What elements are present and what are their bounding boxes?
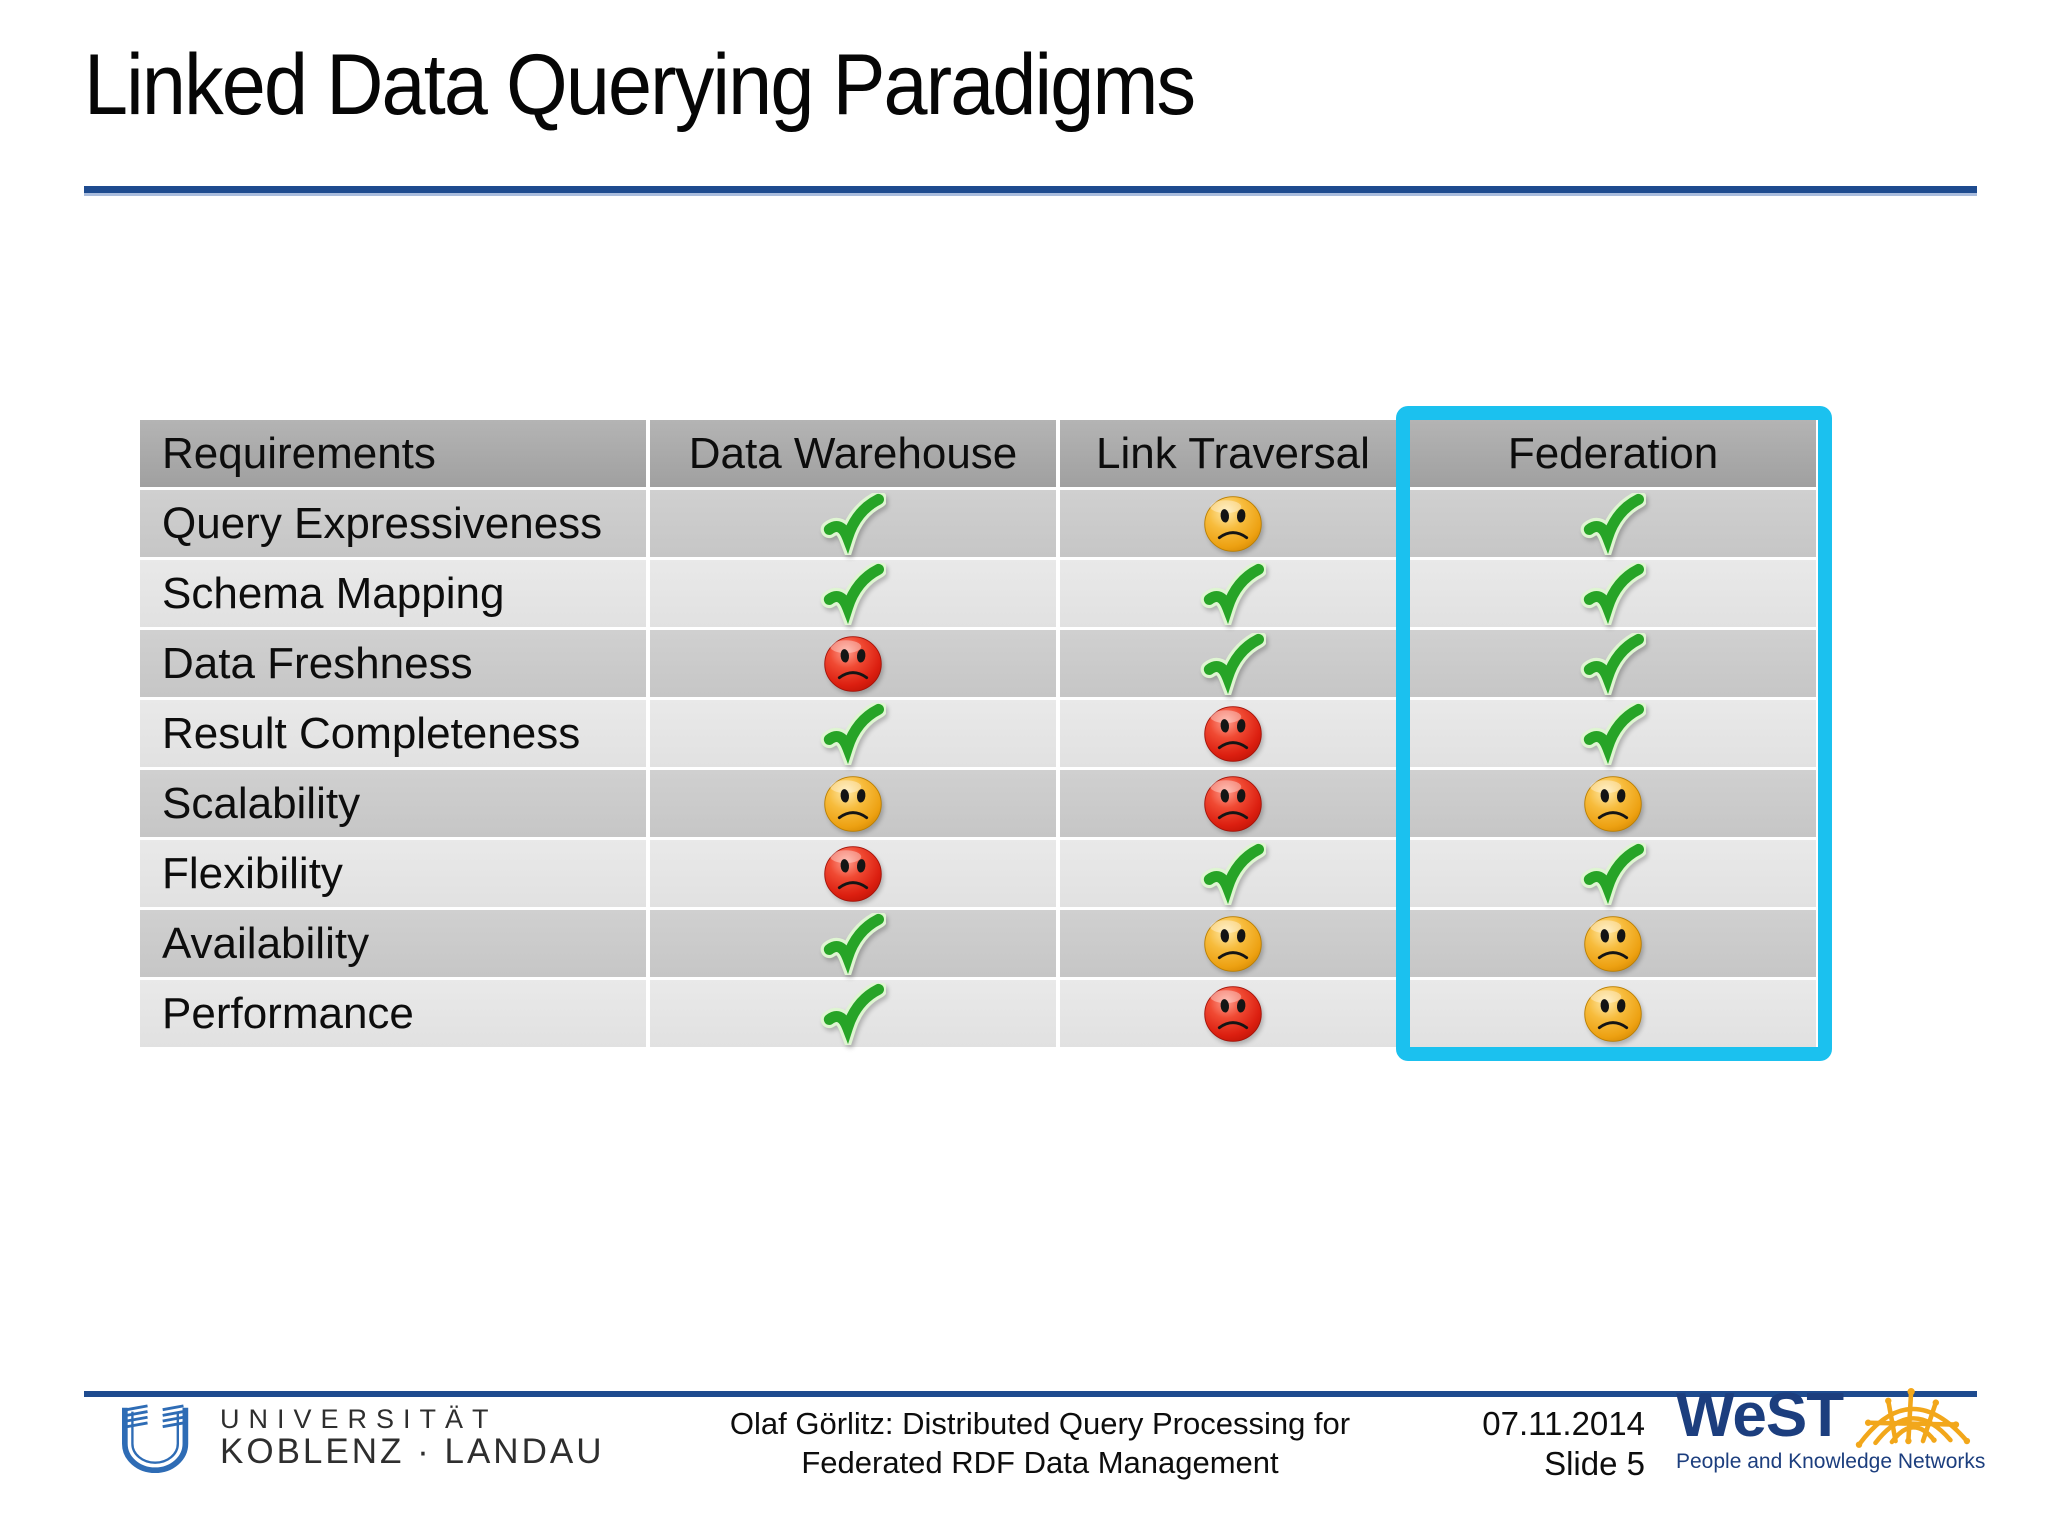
check-icon <box>820 982 886 1045</box>
slide-number: Slide 5 <box>1544 1445 1645 1482</box>
sad-face-yellow-icon <box>1204 495 1262 552</box>
check-icon <box>1200 842 1266 905</box>
table-cell-scalability-data-warehouse <box>650 770 1056 837</box>
sad-face-yellow-icon <box>1584 775 1642 832</box>
table-cell-scalability-federation <box>1410 770 1816 837</box>
check-icon <box>1580 632 1646 695</box>
table-cell-schema-mapping-data-warehouse <box>650 560 1056 627</box>
footer-caption-line1: Olaf Görlitz: Distributed Query Processi… <box>729 1406 1351 1441</box>
column-header-federation: Federation <box>1410 420 1816 487</box>
check-icon <box>820 562 886 625</box>
sad-face-yellow-icon <box>1204 915 1262 972</box>
table-cell-availability-federation <box>1410 910 1816 977</box>
university-logo: UNIVERSITÄT KOBLENZ · LANDAU <box>112 1404 604 1474</box>
west-logo-name: WeST <box>1676 1381 1844 1450</box>
check-icon <box>820 912 886 975</box>
slide-title: Linked Data Querying Paradigms <box>84 37 1196 133</box>
row-label-result-completeness: Result Completeness <box>140 700 646 767</box>
check-icon <box>1200 562 1266 625</box>
university-locations: KOBLENZ · LANDAU <box>220 1432 605 1471</box>
row-label-data-freshness: Data Freshness <box>140 630 646 697</box>
table-cell-query-expressiveness-data-warehouse <box>650 490 1056 557</box>
table-cell-scalability-link-traversal <box>1060 770 1406 837</box>
check-icon <box>1580 562 1646 625</box>
table-cell-availability-link-traversal <box>1060 910 1406 977</box>
sad-face-red-icon <box>1204 775 1262 832</box>
sad-face-yellow-icon <box>1584 985 1642 1042</box>
sad-face-yellow-icon <box>824 775 882 832</box>
table-cell-query-expressiveness-link-traversal <box>1060 490 1406 557</box>
table-cell-result-completeness-federation <box>1410 700 1816 767</box>
table-cell-flexibility-link-traversal <box>1060 840 1406 907</box>
sad-face-red-icon <box>1204 705 1262 762</box>
sad-face-yellow-icon <box>1584 915 1642 972</box>
table-cell-data-freshness-data-warehouse <box>650 630 1056 697</box>
row-label-availability: Availability <box>140 910 646 977</box>
title-divider <box>84 186 1977 196</box>
footer-divider <box>84 1391 1977 1397</box>
column-header-link-traversal: Link Traversal <box>1060 420 1406 487</box>
west-network-icon <box>1855 1388 1971 1448</box>
table-cell-data-freshness-link-traversal <box>1060 630 1406 697</box>
table-cell-flexibility-data-warehouse <box>650 840 1056 907</box>
table-cell-performance-federation <box>1410 980 1816 1047</box>
table-cell-result-completeness-link-traversal <box>1060 700 1406 767</box>
slide-date: 07.11.2014 <box>1482 1405 1645 1442</box>
footer-caption-line2: Federated RDF Data Management <box>801 1445 1279 1480</box>
sad-face-red-icon <box>1204 985 1262 1042</box>
check-icon <box>1580 702 1646 765</box>
table-cell-performance-link-traversal <box>1060 980 1406 1047</box>
row-label-scalability: Scalability <box>140 770 646 837</box>
table-cell-performance-data-warehouse <box>650 980 1056 1047</box>
check-icon <box>1200 632 1266 695</box>
column-header-data-warehouse: Data Warehouse <box>650 420 1056 487</box>
check-icon <box>1580 842 1646 905</box>
table-cell-availability-data-warehouse <box>650 910 1056 977</box>
table-cell-schema-mapping-federation <box>1410 560 1816 627</box>
column-header-requirements: Requirements <box>140 420 646 487</box>
west-logo-tagline: People and Knowledge Networks <box>1676 1450 1986 1473</box>
footer-caption: Olaf Görlitz: Distributed Query Processi… <box>660 1404 1420 1482</box>
university-logo-icon <box>122 1404 189 1473</box>
table-cell-result-completeness-data-warehouse <box>650 700 1056 767</box>
row-label-query-expressiveness: Query Expressiveness <box>140 490 646 557</box>
row-label-performance: Performance <box>140 980 646 1047</box>
university-name: UNIVERSITÄT <box>220 1404 498 1434</box>
table-cell-schema-mapping-link-traversal <box>1060 560 1406 627</box>
row-label-flexibility: Flexibility <box>140 840 646 907</box>
footer-meta: 07.11.2014 Slide 5 <box>1440 1404 1645 1484</box>
check-icon <box>820 492 886 555</box>
sad-face-red-icon <box>824 635 882 692</box>
check-icon <box>820 702 886 765</box>
west-logo: WeST Peop <box>1676 1381 1986 1474</box>
table-cell-flexibility-federation <box>1410 840 1816 907</box>
row-label-schema-mapping: Schema Mapping <box>140 560 646 627</box>
sad-face-red-icon <box>824 845 882 902</box>
check-icon <box>1580 492 1646 555</box>
table-cell-data-freshness-federation <box>1410 630 1816 697</box>
table-cell-query-expressiveness-federation <box>1410 490 1816 557</box>
comparison-table: Requirements Data Warehouse Link Traversal… <box>140 420 1816 1047</box>
